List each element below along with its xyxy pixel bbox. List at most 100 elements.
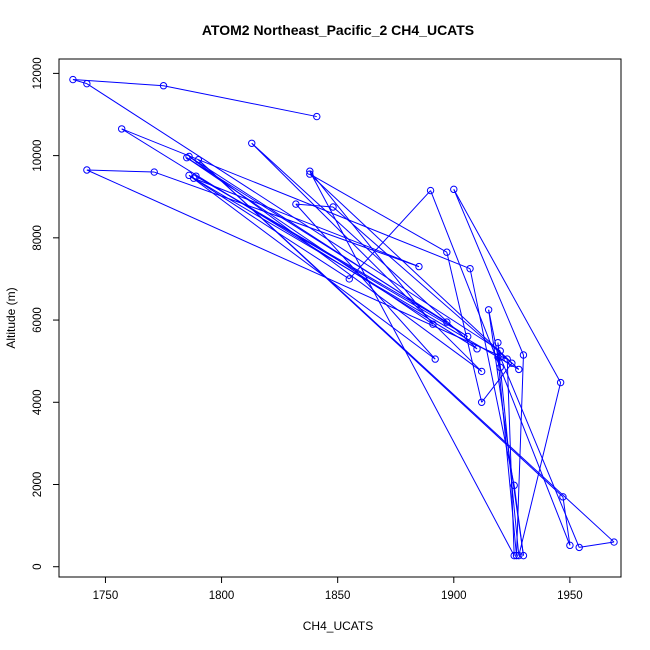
series-layer (69, 75, 618, 560)
data-point (477, 398, 486, 406)
data-point (503, 355, 511, 363)
data-point (415, 262, 423, 271)
x-tick-label: 1800 (209, 590, 235, 602)
series-segment (348, 190, 431, 280)
data-point (150, 168, 158, 176)
series-segment (251, 142, 483, 372)
data-point (313, 112, 321, 121)
data-point (306, 167, 314, 175)
series-segment (198, 159, 615, 543)
y-tick-label: 2000 (32, 472, 44, 498)
series-segment (86, 169, 155, 173)
data-point (248, 139, 256, 147)
series-segment (430, 190, 571, 546)
data-point (512, 551, 521, 560)
data-point (429, 320, 437, 328)
data-point (306, 170, 314, 178)
data-point (473, 345, 481, 353)
series-segment (469, 268, 515, 486)
data-point (83, 79, 91, 88)
series-segment (453, 189, 524, 356)
data-point (194, 156, 203, 164)
series-segment (193, 177, 520, 370)
data-point (510, 551, 518, 560)
x-axis-label: CH4_UCATS (303, 619, 373, 633)
series-segment (309, 170, 515, 556)
series-segment (86, 169, 508, 360)
data-point (118, 125, 126, 133)
data-point (185, 171, 193, 180)
series-segment (453, 189, 562, 383)
series-segment (154, 171, 420, 268)
chart-title: ATOM2 Northeast_Pacific_2 CH4_UCATS (202, 22, 474, 38)
data-point (477, 367, 486, 376)
series-segment (193, 177, 420, 268)
data-point (494, 353, 502, 361)
x-tick-label: 1900 (441, 590, 467, 602)
data-point (329, 203, 337, 211)
series-segment (499, 356, 580, 548)
data-point (610, 538, 618, 546)
series-segment (481, 362, 513, 403)
series-segment (188, 174, 436, 360)
series-segment (295, 203, 334, 208)
series-segment (332, 206, 513, 364)
data-point (519, 351, 528, 359)
series-segment (488, 309, 501, 368)
data-point (345, 275, 353, 283)
data-point (515, 551, 523, 560)
data-point (556, 378, 565, 387)
series-segment (295, 203, 436, 360)
data-point (431, 355, 439, 363)
data-point (559, 493, 567, 501)
y-tick-label: 8000 (32, 225, 44, 251)
data-point (443, 318, 451, 326)
data-point (450, 185, 458, 194)
data-point (83, 166, 91, 174)
data-point (496, 363, 504, 372)
x-tick-label: 1750 (93, 590, 119, 602)
series-segment (121, 128, 471, 270)
series-segment (251, 142, 478, 350)
series-segment (72, 79, 88, 85)
data-point (464, 332, 472, 341)
data-point (69, 75, 77, 84)
series-segment (446, 252, 483, 403)
series-segment (579, 541, 615, 548)
plot-frame (58, 58, 622, 578)
series-segment (188, 174, 350, 280)
y-tick-label: 10000 (32, 140, 44, 172)
data-point (159, 82, 168, 90)
data-point (426, 186, 435, 195)
series-segment (562, 496, 571, 546)
y-tick-label: 0 (32, 564, 44, 570)
series-segment (121, 128, 478, 350)
series-segment (309, 173, 448, 253)
y-axis-label: Altitude (m) (4, 287, 18, 348)
series-segment (186, 157, 434, 325)
data-point (183, 153, 191, 162)
data-point (192, 172, 200, 180)
series-segment (309, 173, 520, 370)
series-segment (163, 85, 317, 118)
data-point (508, 359, 516, 367)
data-point (510, 481, 518, 490)
series-segment (506, 359, 515, 556)
data-point (575, 543, 583, 552)
y-tick-label: 12000 (32, 57, 44, 89)
data-point (496, 353, 504, 361)
x-tick-label: 1950 (557, 590, 583, 602)
data-point (515, 365, 523, 374)
y-tick-label: 4000 (32, 389, 44, 415)
data-point (466, 264, 474, 273)
data-point (484, 306, 493, 314)
data-point (566, 541, 574, 550)
data-point (292, 200, 300, 208)
x-axis: 1750 1800 1850 1900 1950 (93, 576, 583, 602)
y-tick-label: 6000 (32, 307, 44, 333)
x-tick-label: 1850 (325, 590, 351, 602)
series-segment (513, 485, 524, 556)
data-point (494, 338, 502, 347)
y-axis: 0 2000 4000 6000 8000 10000 12000 (32, 57, 60, 570)
